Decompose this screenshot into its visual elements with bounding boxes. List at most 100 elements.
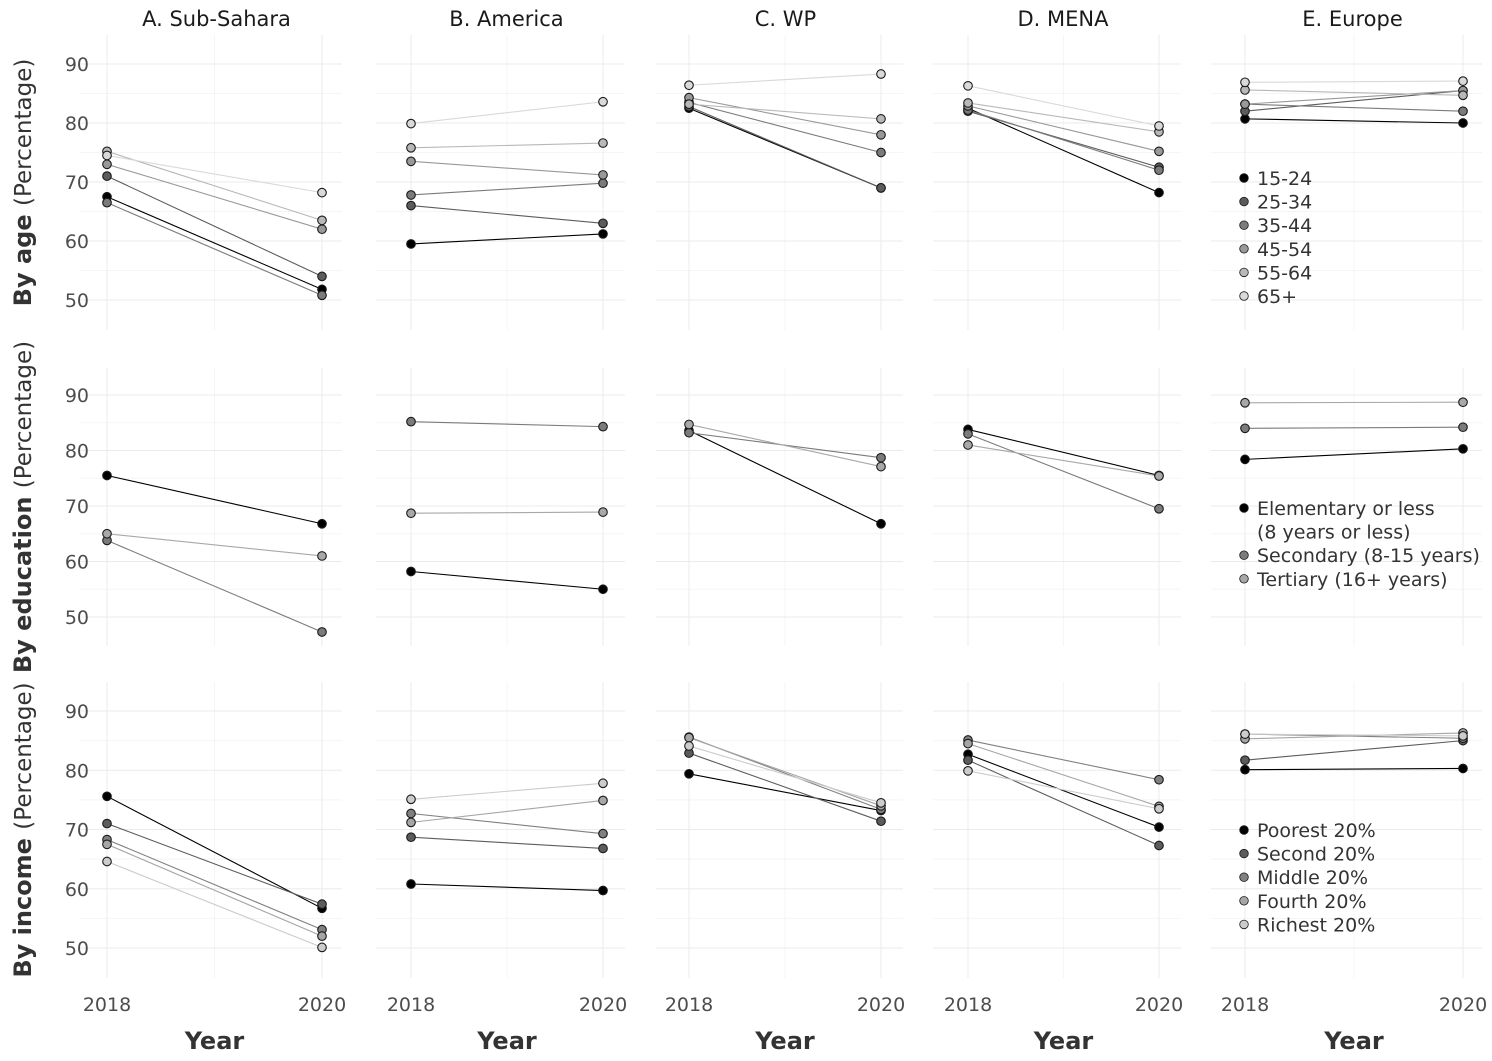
y-axis-title-suffix: (Percentage) [11, 341, 37, 488]
series-4-point-2020 [317, 931, 327, 942]
x-axis-title: Year [476, 1027, 537, 1055]
y-axis-title-main: By education [9, 488, 37, 673]
series-group [102, 470, 327, 637]
series-4-line [1244, 732, 1464, 740]
series-3-point-2020 [1154, 774, 1164, 785]
panel-3-3 [656, 682, 903, 978]
series-1-point-2020 [1458, 763, 1468, 774]
legend-key [1239, 574, 1249, 584]
panel-title-2: B. America [449, 7, 563, 31]
panel-1-5 [1211, 35, 1482, 330]
series-4-point-2018 [102, 839, 112, 850]
series-4-line [967, 105, 1160, 152]
series-3-line [106, 202, 323, 296]
y-axis-title-main: By income [9, 830, 37, 978]
series-6-point-2018 [684, 80, 694, 91]
series-group [102, 146, 327, 301]
series-1-point-2020 [1458, 443, 1468, 454]
series-3-line [106, 839, 323, 931]
series-group [684, 419, 886, 529]
y-tick-label: 50 [65, 607, 89, 629]
panel-3-1 [79, 682, 342, 978]
panel-2-2 [376, 368, 625, 646]
series-5-line [1244, 733, 1464, 737]
series-1-line [967, 107, 1160, 194]
series-1-point-2020 [1154, 822, 1164, 832]
series-3-point-2018 [684, 419, 694, 430]
series-6-point-2020 [317, 187, 327, 198]
legend-key [1239, 825, 1249, 835]
legend-label: 25-34 [1257, 192, 1312, 214]
series-group [406, 778, 608, 896]
series-4-line [967, 743, 1160, 807]
legend-label: Poorest 20% [1257, 820, 1376, 842]
series-4-line [106, 163, 323, 230]
x-tick-label: 2020 [298, 994, 346, 1016]
series-1-line [410, 233, 604, 245]
series-6-point-2020 [1154, 121, 1164, 131]
series-1-line [1244, 118, 1464, 124]
series-6-line [967, 85, 1160, 127]
series-5-point-2020 [876, 797, 886, 808]
legend-label: Middle 20% [1257, 867, 1368, 889]
series-2-point-2018 [1240, 423, 1250, 434]
series-1-point-2020 [1458, 118, 1468, 128]
series-2-line [1244, 426, 1464, 429]
series-3-line [1244, 401, 1464, 404]
gridlines [79, 368, 342, 646]
series-3-point-2018 [102, 197, 112, 208]
series-5-point-2020 [317, 942, 327, 953]
legend-key [1239, 550, 1249, 560]
series-5-line [967, 102, 1160, 133]
series-4-line [106, 843, 323, 937]
legend-label: Tertiary (16+ years) [1256, 569, 1448, 591]
series-group [963, 80, 1164, 198]
series-3-point-2020 [1154, 471, 1164, 481]
series-3-point-2018 [406, 190, 416, 200]
series-5-point-2018 [963, 98, 973, 108]
legend-label: Elementary or less [1257, 498, 1435, 520]
series-5-point-2018 [406, 142, 416, 153]
y-tick-label: 80 [65, 113, 89, 135]
x-tick-label: 2018 [944, 994, 992, 1016]
series-2-point-2020 [1154, 840, 1164, 851]
x-tick-label: 2020 [1135, 994, 1183, 1016]
series-3-line [1244, 103, 1464, 112]
series-3-point-2018 [1240, 397, 1250, 408]
panel-1-1 [79, 35, 342, 330]
series-3-point-2020 [317, 551, 327, 561]
gridlines [1211, 368, 1482, 646]
series-4-point-2020 [598, 170, 608, 180]
series-1-point-2018 [102, 470, 112, 481]
series-1-line [106, 196, 323, 290]
series-4-line [688, 97, 882, 136]
panel-3-2 [376, 682, 625, 978]
series-5-line [410, 142, 604, 149]
series-6-point-2018 [963, 80, 973, 91]
legend-2: Elementary or less(8 years or less)Secon… [1239, 498, 1480, 591]
gridlines [656, 35, 903, 330]
series-4-line [688, 737, 882, 807]
series-group [102, 791, 327, 953]
series-3-line [688, 101, 882, 154]
gridlines [79, 35, 342, 330]
legend-label: 35-44 [1257, 215, 1312, 237]
series-4-point-2018 [1240, 99, 1250, 109]
series-1-line [106, 474, 323, 525]
legend-key [1239, 848, 1249, 859]
series-4-point-2020 [317, 224, 327, 235]
series-2-line [106, 175, 323, 277]
legend-key [1239, 291, 1249, 301]
series-1-point-2020 [598, 584, 608, 595]
series-group [963, 735, 1164, 851]
y-tick-label: 70 [65, 496, 89, 518]
series-3-point-2018 [406, 808, 416, 819]
series-6-point-2018 [406, 118, 416, 129]
series-1-point-2018 [406, 239, 416, 249]
series-3-point-2020 [1458, 397, 1468, 408]
facet-row-3: 50 60 70 80 90 By income (Percentage) Poorest … [9, 682, 1482, 978]
series-6-point-2020 [598, 96, 608, 107]
series-6-line [688, 73, 882, 86]
series-3-point-2020 [598, 507, 608, 517]
x-tick-label: 2018 [1221, 994, 1269, 1016]
